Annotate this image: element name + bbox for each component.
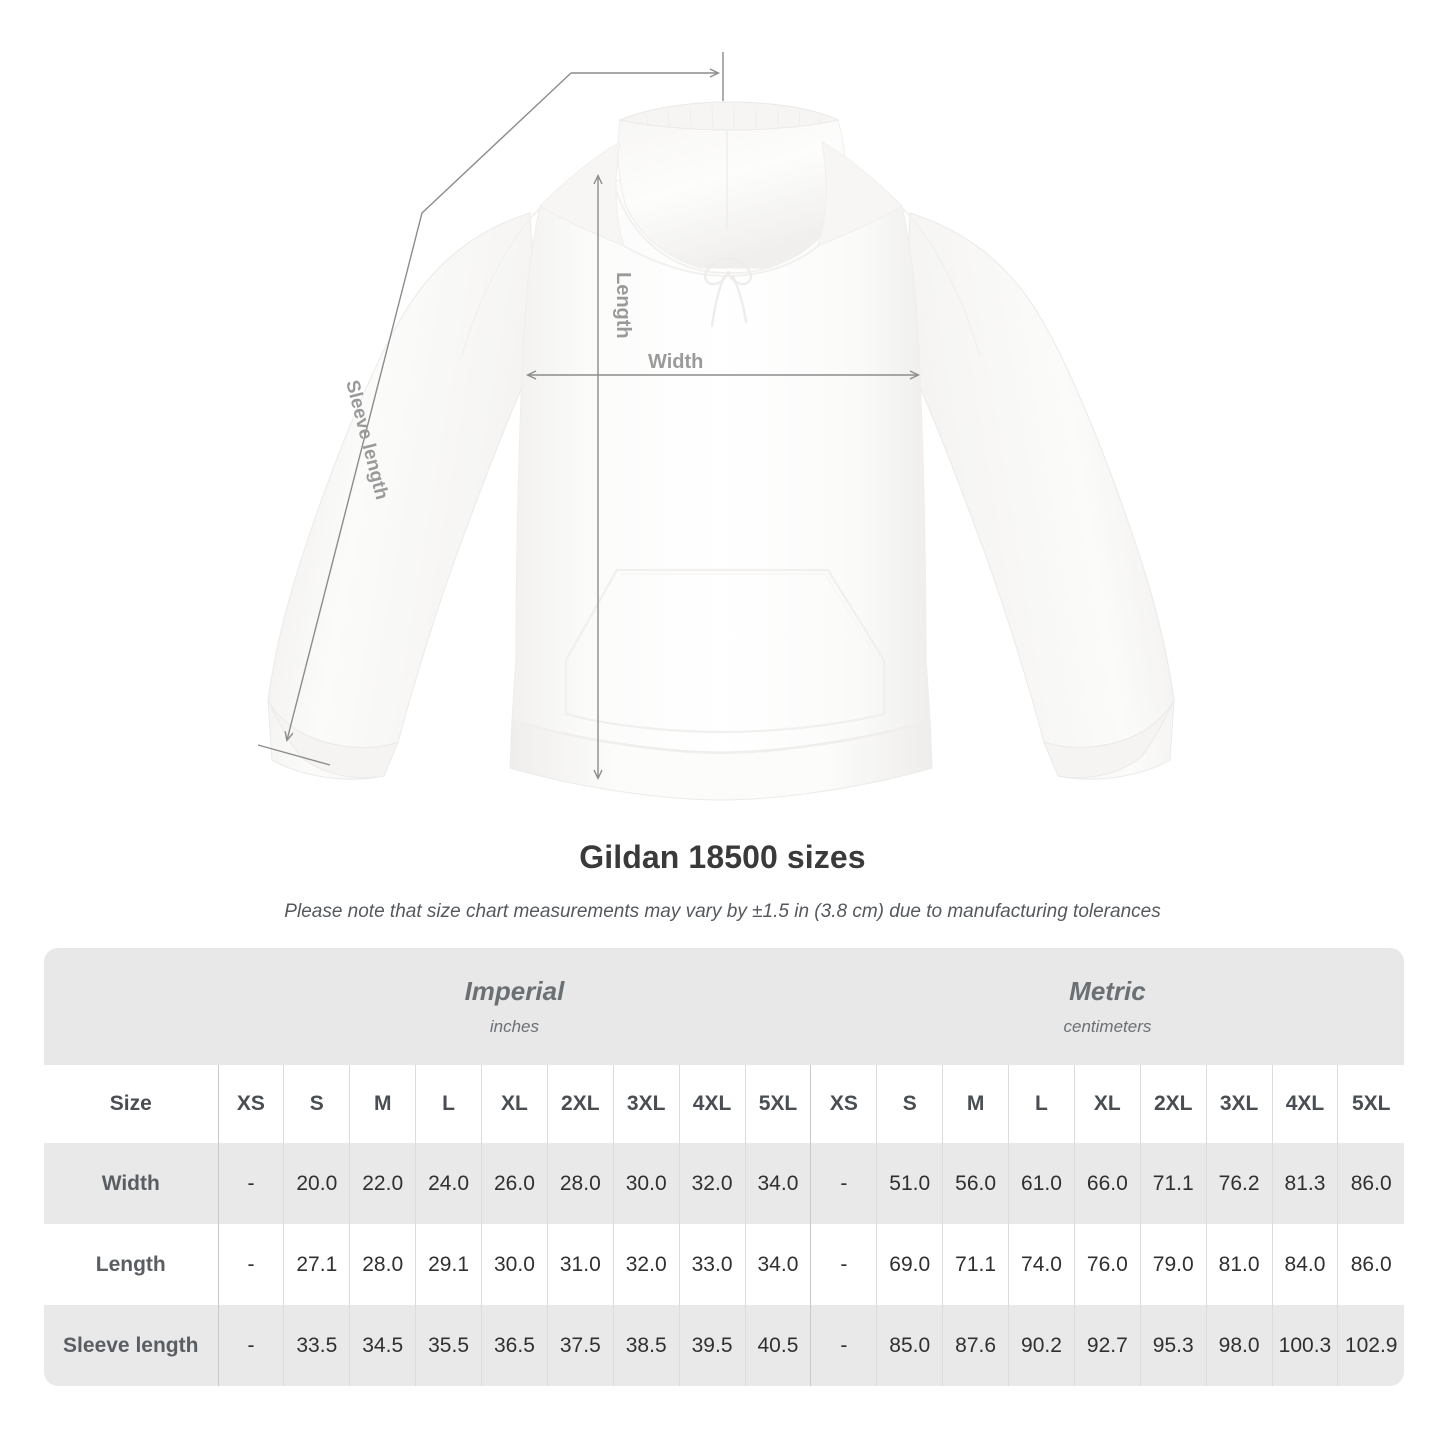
size-header-xs-metric: XS: [810, 1065, 877, 1143]
cell-width-3xl-imperial: 30.0: [612, 1143, 680, 1224]
cell-sleeve-length-s-imperial: 33.5: [283, 1305, 350, 1386]
size-header-3xl-metric: 3XL: [1205, 1065, 1273, 1143]
cell-sleeve-length-l-imperial: 35.5: [415, 1305, 482, 1386]
size-header-2xl-imperial: 2XL: [546, 1065, 614, 1143]
cell-sleeve-length-5xl-imperial: 40.5: [744, 1305, 811, 1386]
size-column-header: Size: [44, 1065, 218, 1143]
cell-width-xl-imperial: 26.0: [481, 1143, 548, 1224]
cell-sleeve-length-xs-imperial: -: [217, 1305, 284, 1386]
cell-width-l-metric: 61.0: [1008, 1143, 1075, 1224]
cell-width-xs-metric: -: [810, 1143, 877, 1224]
cell-sleeve-length-5xl-metric: 102.9: [1337, 1305, 1404, 1386]
size-header-5xl-metric: 5XL: [1337, 1065, 1404, 1143]
size-header-4xl-imperial: 4XL: [678, 1065, 745, 1143]
row-label-width: Width: [44, 1143, 218, 1224]
unit-header-metric: Metric centimeters: [810, 948, 1404, 1065]
cell-sleeve-length-l-metric: 90.2: [1008, 1305, 1075, 1386]
cell-width-2xl-metric: 71.1: [1139, 1143, 1207, 1224]
hoodie-size-diagram: Length Width Sleeve length: [257, 52, 1175, 801]
unit-banner-row: Imperial inches Metric centimeters: [44, 948, 1404, 1065]
size-chart-table-wrap: Imperial inches Metric centimeters Size XS S M L…: [44, 948, 1404, 1386]
cell-width-xl-metric: 66.0: [1073, 1143, 1141, 1224]
cell-length-m-metric: 71.1: [942, 1224, 1009, 1305]
cell-sleeve-length-2xl-imperial: 37.5: [546, 1305, 614, 1386]
cell-width-5xl-metric: 86.0: [1337, 1143, 1404, 1224]
row-label-sleeve-length: Sleeve length: [44, 1305, 218, 1386]
cell-sleeve-length-xl-metric: 92.7: [1073, 1305, 1141, 1386]
table-row: Sleeve length -33.5 34.5 35.5 36.5 37.5 38.5 39…: [44, 1305, 1404, 1386]
cell-length-s-metric: 69.0: [876, 1224, 943, 1305]
cell-width-m-imperial: 22.0: [349, 1143, 416, 1224]
cell-length-xl-imperial: 30.0: [481, 1224, 548, 1305]
size-header-5xl-imperial: 5XL: [744, 1065, 811, 1143]
size-header-l-imperial: L: [415, 1065, 482, 1143]
page-title: Gildan 18500 sizes: [579, 839, 866, 875]
cell-sleeve-length-3xl-imperial: 38.5: [612, 1305, 680, 1386]
unit-subtitle: inches: [489, 1016, 540, 1036]
cell-width-5xl-imperial: 34.0: [744, 1143, 811, 1224]
cell-sleeve-length-2xl-metric: 95.3: [1139, 1305, 1207, 1386]
tolerance-note: Please note that size chart measurements…: [284, 901, 1161, 922]
size-header-xl-metric: XL: [1073, 1065, 1141, 1143]
cell-width-2xl-imperial: 28.0: [546, 1143, 614, 1224]
cell-length-4xl-imperial: 33.0: [678, 1224, 745, 1305]
cell-length-3xl-metric: 81.0: [1205, 1224, 1273, 1305]
size-header-xl-imperial: XL: [481, 1065, 548, 1143]
table-row: Length -27.1 28.0 29.1 30.0 31.0 32.0 33.0 34.0-…: [44, 1224, 1404, 1305]
chart-header: Gildan 18500 sizes Please note that size…: [0, 836, 1445, 925]
cell-sleeve-length-m-imperial: 34.5: [349, 1305, 416, 1386]
cell-length-5xl-imperial: 34.0: [744, 1224, 811, 1305]
cell-length-m-imperial: 28.0: [349, 1224, 416, 1305]
cell-length-2xl-metric: 79.0: [1139, 1224, 1207, 1305]
unit-name: Metric: [1069, 975, 1146, 1006]
length-dimension: Length: [593, 173, 634, 781]
cell-length-4xl-metric: 84.0: [1271, 1224, 1338, 1305]
size-header-m-metric: M: [942, 1065, 1009, 1143]
cell-width-4xl-metric: 81.3: [1271, 1143, 1338, 1224]
cell-width-xs-imperial: -: [217, 1143, 284, 1224]
cell-length-s-imperial: 27.1: [283, 1224, 350, 1305]
cell-sleeve-length-4xl-metric: 100.3: [1271, 1305, 1338, 1386]
unit-name: Imperial: [464, 975, 565, 1006]
hoodie-illustration: [267, 101, 1175, 801]
cell-width-m-metric: 56.0: [942, 1143, 1009, 1224]
size-header-3xl-imperial: 3XL: [612, 1065, 680, 1143]
cell-sleeve-length-s-metric: 85.0: [876, 1305, 943, 1386]
table-row: Width -20.0 22.0 24.0 26.0 28.0 30.0 32.0 34.0-5…: [44, 1143, 1404, 1224]
cell-sleeve-length-3xl-metric: 98.0: [1205, 1305, 1273, 1386]
cell-width-3xl-metric: 76.2: [1205, 1143, 1273, 1224]
size-header-2xl-metric: 2XL: [1139, 1065, 1207, 1143]
cell-sleeve-length-xs-metric: -: [810, 1305, 877, 1386]
cell-width-4xl-imperial: 32.0: [678, 1143, 745, 1224]
cell-width-l-imperial: 24.0: [415, 1143, 482, 1224]
size-header-s-imperial: S: [283, 1065, 350, 1143]
unit-header-imperial: Imperial inches: [218, 948, 811, 1065]
size-header-l-metric: L: [1008, 1065, 1075, 1143]
cell-sleeve-length-m-metric: 87.6: [942, 1305, 1009, 1386]
size-header-xs-imperial: XS: [217, 1065, 284, 1143]
cell-length-2xl-imperial: 31.0: [546, 1224, 614, 1305]
width-label: Width: [648, 351, 703, 373]
cell-length-l-metric: 74.0: [1008, 1224, 1075, 1305]
row-label-length: Length: [44, 1224, 218, 1305]
cell-sleeve-length-xl-imperial: 36.5: [481, 1305, 548, 1386]
length-label: Length: [612, 272, 634, 339]
cell-sleeve-length-4xl-imperial: 39.5: [678, 1305, 745, 1386]
cell-width-s-imperial: 20.0: [283, 1143, 350, 1224]
unit-subtitle: centimeters: [1063, 1016, 1152, 1036]
width-dimension: Width: [525, 351, 921, 380]
cell-length-xs-metric: -: [810, 1224, 877, 1305]
cell-width-s-metric: 51.0: [876, 1143, 943, 1224]
cell-length-xs-imperial: -: [217, 1224, 284, 1305]
cell-length-5xl-metric: 86.0: [1337, 1224, 1404, 1305]
cell-length-xl-metric: 76.0: [1073, 1224, 1141, 1305]
unit-banner-spacer: [44, 948, 218, 1065]
size-header-m-imperial: M: [349, 1065, 416, 1143]
size-chart-table: Imperial inches Metric centimeters Size XS S M L…: [44, 948, 1404, 1386]
size-header-s-metric: S: [876, 1065, 943, 1143]
cell-length-3xl-imperial: 32.0: [612, 1224, 680, 1305]
size-header-row: Size XS S M L XL 2XL 3XL 4XL 5XL XS S M L XL 2XL 3XL 4XL 5…: [44, 1065, 1404, 1143]
size-header-4xl-metric: 4XL: [1271, 1065, 1338, 1143]
cell-length-l-imperial: 29.1: [415, 1224, 482, 1305]
